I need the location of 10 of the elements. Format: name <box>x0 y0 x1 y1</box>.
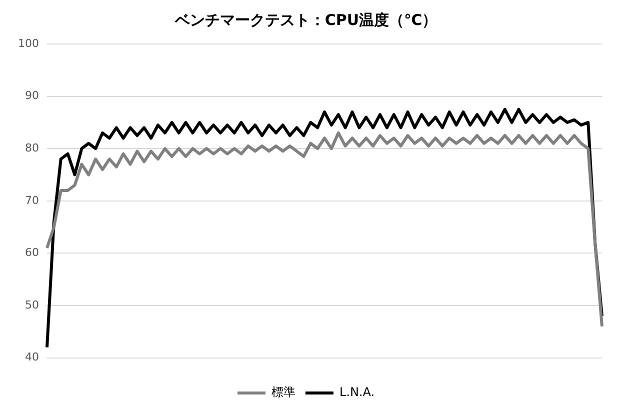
legend-label: L.N.A. <box>339 385 375 400</box>
y-tick-label: 40 <box>24 350 39 364</box>
y-tick-label: 70 <box>24 194 39 207</box>
y-tick-label: 100 <box>18 36 39 50</box>
y-tick-label: 50 <box>24 298 39 312</box>
y-tick-label: 80 <box>24 141 39 154</box>
y-tick-label: 90 <box>24 89 39 102</box>
legend-label: 標準 <box>271 385 296 400</box>
chart-title: ベンチマークテスト：CPU温度（℃） <box>174 10 438 29</box>
y-tick-label: 60 <box>24 246 39 260</box>
